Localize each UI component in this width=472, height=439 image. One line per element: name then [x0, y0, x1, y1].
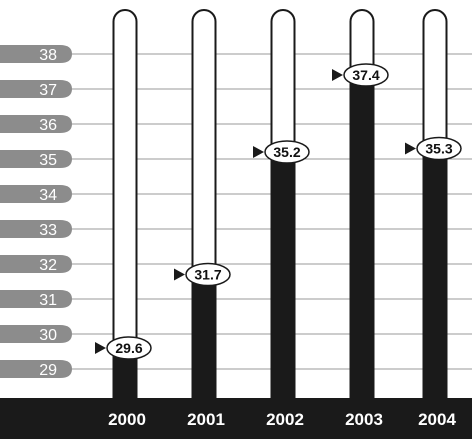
- y-tick-tag: [0, 255, 72, 273]
- y-tick-tag: [0, 45, 72, 63]
- value-label: 35.2: [273, 144, 300, 160]
- y-tick-tag: [0, 150, 72, 168]
- bars: 29.6 31.7 35.2 37.4 35.3: [95, 9, 462, 398]
- y-tick-tag: [0, 80, 72, 98]
- bar-2002: [271, 152, 295, 398]
- bar-tube: [112, 9, 138, 398]
- value-label: 31.7: [194, 267, 221, 283]
- y-tick-label: 29: [39, 362, 57, 379]
- y-tick-label: 30: [39, 327, 57, 344]
- x-axis-band: [0, 398, 472, 439]
- y-tick-tag: [0, 115, 72, 133]
- value-label-bubble: [343, 63, 389, 87]
- y-axis-ticks: 38 37 36 35 34 33 32 31 30 29: [0, 45, 72, 379]
- x-axis-labels: 2000 2001 2002 2003 2004: [108, 410, 456, 429]
- x-tick-label: 2004: [418, 410, 456, 429]
- y-tick-tag: [0, 220, 72, 238]
- y-tick-label: 36: [39, 117, 57, 134]
- pointer-arrow-icon: [95, 342, 106, 354]
- pointer-arrow-icon: [405, 142, 416, 155]
- y-tick-tag: [0, 185, 72, 203]
- y-tick-label: 35: [39, 152, 57, 169]
- pointer-arrow-icon: [174, 268, 185, 281]
- bar-2001: [192, 274, 216, 398]
- value-label: 29.6: [115, 340, 142, 356]
- y-tick-label: 32: [39, 257, 57, 274]
- x-tick-label: 2001: [187, 410, 225, 429]
- y-tick-label: 37: [39, 82, 57, 99]
- y-tick-label: 34: [39, 187, 57, 204]
- value-label: 35.3: [425, 141, 452, 157]
- y-tick-tag: [0, 290, 72, 308]
- bar-2004: [423, 148, 447, 398]
- y-tick-label: 38: [39, 47, 57, 64]
- bar-2000: [113, 348, 137, 398]
- pointer-arrow-icon: [332, 69, 343, 81]
- value-label-bubble: [264, 140, 310, 164]
- pointer-arrow-icon: [253, 146, 264, 158]
- x-tick-label: 2003: [345, 410, 383, 429]
- value-label-bubble: [106, 336, 152, 360]
- bar-2003: [350, 75, 374, 398]
- value-label: 37.4: [352, 67, 379, 83]
- y-tick-tag: [0, 360, 72, 378]
- y-tick-tag: [0, 325, 72, 343]
- x-tick-label: 2000: [108, 410, 146, 429]
- x-tick-label: 2002: [266, 410, 304, 429]
- value-label-bubble: [416, 136, 462, 161]
- y-tick-label: 31: [39, 292, 57, 309]
- value-label-bubble: [185, 262, 231, 287]
- y-tick-label: 33: [39, 222, 57, 239]
